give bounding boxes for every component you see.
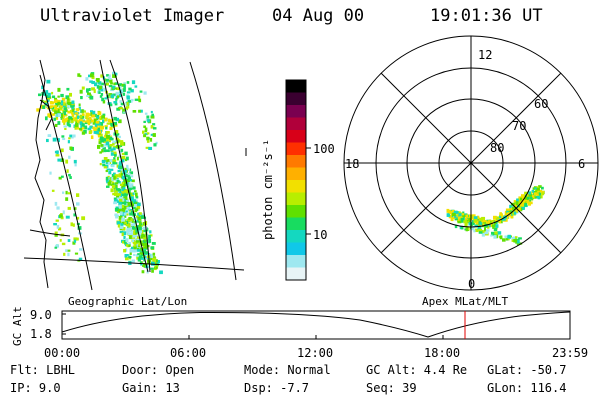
parallel-line: [29, 229, 71, 237]
orbit-ytick-9: 9.0: [30, 308, 52, 322]
mlt-label-0: 0: [468, 277, 476, 291]
colorbar-segment: [286, 155, 306, 168]
info-mode: Mode: Normal: [244, 363, 331, 377]
orbit-axis-title: GC Alt: [11, 306, 24, 346]
info-door: Door: Open: [122, 363, 195, 377]
colorbar-tick-10: 10: [313, 228, 328, 242]
aurora-emission-polar: [446, 185, 545, 246]
orbit-plot: [61, 310, 571, 340]
meridian-line: [109, 59, 151, 273]
orbit-xtick-1200: 12:00: [297, 346, 334, 360]
orbit-xtick-2359: 23:59: [552, 346, 589, 360]
meridian-line: [39, 74, 93, 291]
geographic-image: [23, 59, 247, 291]
colorbar-segment: [286, 92, 306, 106]
colorbar-segment: [286, 255, 306, 268]
meridian-line: [189, 61, 237, 281]
colorbar-segment: [286, 80, 306, 93]
colorbar-segment: [286, 142, 306, 156]
meridian-line: [99, 59, 149, 273]
coastline: [34, 59, 49, 289]
colorbar-segment: [286, 130, 306, 143]
orbit-xtick-0600: 06:00: [170, 346, 207, 360]
mlat-label-80: 80: [490, 141, 505, 155]
colorbar-segment: [286, 117, 306, 131]
colorbar-segment: [286, 192, 306, 206]
orbit-xtick-0000: 00:00: [44, 346, 81, 360]
info-seq: Seq: 39: [366, 381, 417, 395]
colorbar-segment: [286, 180, 306, 193]
mlt-label-6: 6: [578, 157, 586, 171]
mlt-label-18: 18: [345, 157, 360, 171]
apex-label: Apex MLat/MLT: [422, 295, 509, 308]
geographic-label: Geographic Lat/Lon: [68, 295, 188, 308]
time-label: 19:01:36 UT: [430, 6, 543, 26]
info-ip: IP: 9.0: [10, 381, 61, 395]
mlt-label-12: 12: [478, 48, 493, 62]
parallel-line: [23, 257, 245, 271]
colorbar-tick-100: 100: [313, 142, 335, 156]
info-glat: GLat: -50.7: [487, 363, 567, 377]
colorbar-segment: [286, 242, 306, 256]
polar-plot: [343, 35, 599, 291]
colorbar-segment: [286, 267, 306, 281]
date-label: 04 Aug 00: [272, 6, 365, 26]
mlat-label-70: 70: [512, 119, 527, 133]
instrument-title: Ultraviolet Imager: [40, 6, 225, 26]
orbit-ytick-1-8: 1.8: [30, 327, 52, 341]
info-glon: GLon: 116.4: [487, 381, 567, 395]
colorbar-segment: [286, 105, 306, 118]
orbit-xtick-1800: 18:00: [424, 346, 461, 360]
info-gcalt: GC Alt: 4.4 Re: [366, 363, 468, 377]
info-dsp: Dsp: -7.7: [244, 381, 310, 395]
altitude-curve: [61, 311, 571, 338]
colorbar-segment: [286, 205, 306, 218]
colorbar: [285, 79, 311, 281]
info-flt: Flt: LBHL: [10, 363, 76, 377]
colorbar-segment: [286, 167, 306, 181]
colorbar-segment: [286, 217, 306, 231]
aurora-emission-geo: [36, 71, 163, 275]
colorbar-unit-label: photon cm⁻²s⁻¹: [261, 138, 275, 240]
colorbar-segment: [286, 230, 306, 243]
info-gain: Gain: 13: [122, 381, 180, 395]
mlat-label-60: 60: [534, 97, 549, 111]
